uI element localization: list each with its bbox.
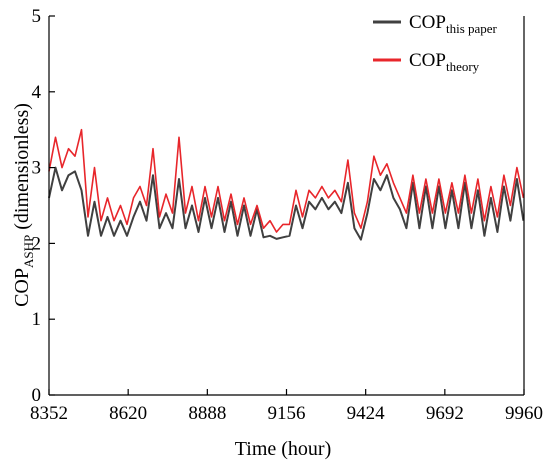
- axes-layer: 0 1 2 3 4 5 8352 8620 8888 9156 9424 9692 9960: [30, 6, 543, 424]
- legend-label-this-paper-sub: this paper: [446, 21, 498, 36]
- legend-label-theory-main: COP: [409, 50, 446, 71]
- series-line-this-paper: [48, 166, 525, 241]
- y-tick-label: 4: [32, 82, 42, 103]
- legend: COPthis paper COPtheory: [373, 12, 498, 74]
- x-tick-label: 8620: [109, 403, 147, 424]
- x-tick-label: 8352: [30, 403, 68, 424]
- y-tick-label: 2: [32, 233, 42, 254]
- legend-item-this-paper: COPthis paper: [373, 12, 498, 36]
- x-tick-label: 8888: [188, 403, 226, 424]
- legend-label-this-paper-main: COP: [409, 12, 446, 33]
- x-tick-label: 9156: [268, 403, 306, 424]
- legend-label-theory-sub: theory: [446, 59, 480, 74]
- x-tick-label: 9424: [347, 403, 386, 424]
- y-axis-title-main: COP: [11, 268, 33, 307]
- series-line-theory: [48, 128, 525, 233]
- y-axis-title: COPASHP (dimensionless): [11, 103, 36, 307]
- y-axis-title-tail: (dimensionless): [11, 103, 33, 235]
- x-tick-label: 9692: [426, 403, 464, 424]
- legend-label-this-paper: COPthis paper: [409, 12, 498, 36]
- legend-item-theory: COPtheory: [373, 50, 480, 74]
- y-axis-title-sub: ASHP: [21, 235, 36, 268]
- legend-label-theory: COPtheory: [409, 50, 480, 74]
- y-tick-label: 0: [32, 385, 42, 406]
- y-tick-label: 3: [32, 158, 42, 179]
- x-tick-label: 9960: [505, 403, 543, 424]
- y-tick-label: 5: [32, 6, 42, 27]
- x-axis-title: Time (hour): [235, 438, 331, 460]
- series-layer: [48, 128, 525, 241]
- y-tick-label: 1: [32, 309, 42, 330]
